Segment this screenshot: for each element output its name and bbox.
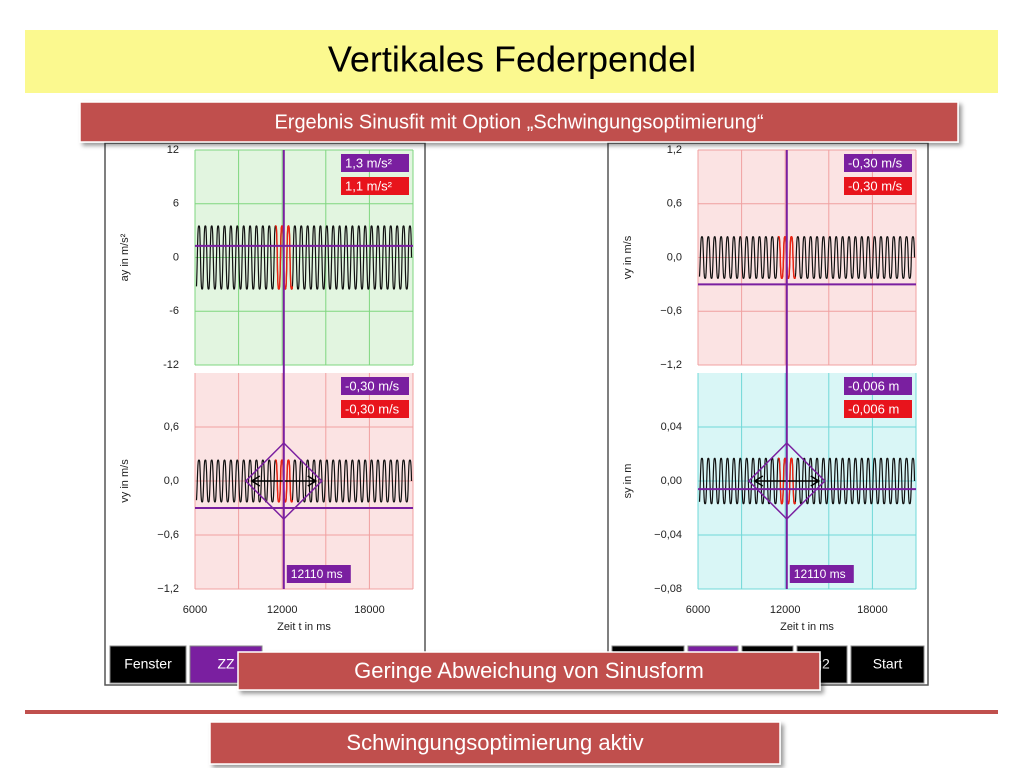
readout-box [844,400,912,418]
cursor-label-box [286,565,351,583]
readout: -0,006 m [848,401,899,416]
y-tick-label: 6 [173,198,179,210]
button-label: Fenster [124,656,172,672]
y-tick-label: −0,6 [660,305,682,317]
cursor-label: 12110 ms [291,567,343,581]
y-tick-label: 0 [173,251,179,263]
callout: Ergebnis Sinusfit mit Option „Schwingung… [274,111,763,133]
signal [195,225,413,290]
callout: Geringe Abweichung von Sinusform [354,658,704,683]
y-tick-label: 0,0 [164,475,179,487]
button[interactable] [109,645,187,684]
readout: -0,30 m/s [345,378,400,393]
readout: 1,3 m/s² [345,155,393,170]
y-axis-label: sy in m [622,464,634,499]
readout-box [341,377,409,395]
signal [698,236,916,279]
y-tick-label: −0,6 [157,529,179,541]
y-tick-label: 0,0 [667,251,682,263]
callout-box [237,651,821,691]
x-tick-label: 12000 [770,604,801,616]
readout: -0,30 m/s [848,155,903,170]
button[interactable] [850,645,925,684]
cursor-label: 12110 ms [794,567,846,581]
y-tick-label: 12 [167,144,179,156]
x-tick-label: 18000 [354,604,385,616]
button-label: Start [873,656,903,672]
y-tick-label: 0,04 [661,421,682,433]
signal [195,459,413,503]
y-tick-label: 1,2 [667,144,682,156]
y-tick-label: 0,6 [667,198,682,210]
y-tick-label: 0,6 [164,421,179,433]
y-tick-label: −1,2 [660,359,682,371]
y-axis-label: ay in m/s² [119,233,131,281]
cursor-label-box [789,565,854,583]
divider [25,710,998,714]
readout-box [844,154,912,172]
readout: 1,1 m/s² [345,178,393,193]
y-tick-label: −0,08 [654,583,682,595]
readout-box [341,177,409,195]
x-tick-label: 6000 [183,604,207,616]
readout-box [844,177,912,195]
screens: 12 6 0 -6 -12 ay in m/s² 1,3 m/s² 1,1 m/s² 0,6 0,… [104,142,929,686]
readout: -0,30 m/s [345,401,400,416]
readout-box [844,377,912,395]
x-axis-label: Zeit t in ms [277,621,331,633]
readout: -0,006 m [848,378,899,393]
y-tick-label: -12 [163,359,179,371]
x-tick-label: 6000 [686,604,710,616]
y-axis-label: vy in m/s [119,459,131,503]
callout-box [79,101,959,143]
slide-title: Vertikales Federpendel [328,39,696,80]
x-tick-label: 18000 [857,604,888,616]
title-band [25,30,998,93]
y-tick-label: −1,2 [157,583,179,595]
y-tick-label: -6 [169,305,179,317]
callout: Schwingungsoptimierung aktiv [346,730,643,755]
x-axis-label: Zeit t in ms [780,621,834,633]
button-label: ZZ [217,656,235,672]
y-tick-label: 0,00 [661,475,682,487]
callout-box [209,721,781,765]
readout-box [341,400,409,418]
y-axis-label: vy in m/s [622,235,634,279]
signal [698,457,916,505]
x-tick-label: 12000 [267,604,298,616]
readout: -0,30 m/s [848,178,903,193]
y-tick-label: −0,04 [654,529,682,541]
readout-box [341,154,409,172]
